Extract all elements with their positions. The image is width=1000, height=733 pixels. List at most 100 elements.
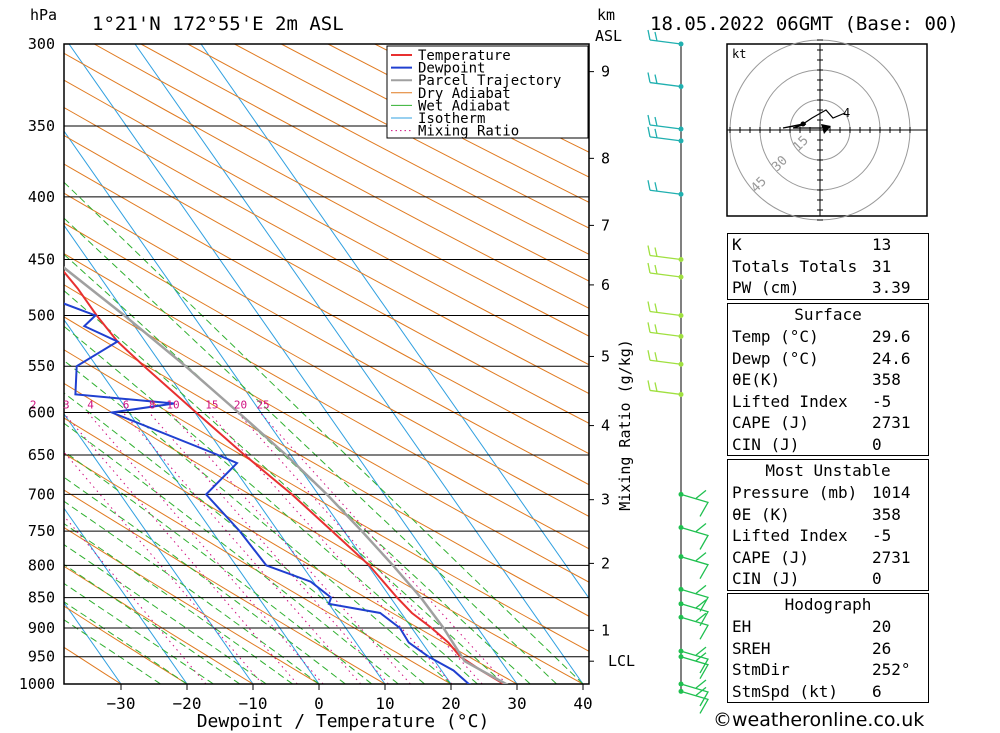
hodo-row: SREH 26 [732,638,892,658]
mixing-ratio-line [64,451,263,684]
pressure-unit: hPa [30,6,57,24]
wind-barb-flag [695,679,707,689]
pressure-tick-label: 550 [28,357,55,375]
legend-entry: Dewpoint [418,61,485,77]
wind-barb [647,380,684,397]
wind-barb [647,126,684,144]
km-tick-label: 3 [601,491,610,509]
hodograph-unit: kt [732,47,746,61]
legend-entry: Isotherm [418,111,485,127]
wind-barb-flag [647,72,651,83]
wet-adiabat-line [64,392,425,684]
km-tick-label: 4 [601,417,610,435]
wind-barb-flag [695,612,707,622]
height-unit: km [597,6,615,24]
x-tick-label: 20 [441,694,460,713]
wind-barb-flag [654,116,658,127]
mixing-ratio-label: 6 [123,398,130,411]
wind-barb [647,322,684,339]
wind-barb-dot [678,525,684,531]
wind-barb-flag [647,180,651,191]
wind-barb [647,301,684,319]
km-tick-label: 8 [601,149,610,167]
dry-adiabat-line [64,106,589,395]
wind-barb-shaft [680,616,709,640]
sounding-curves [64,266,509,684]
wet-adiabat-line [64,217,557,684]
wind-barb-flag [647,29,651,41]
wind-barb-dot [678,126,684,132]
legend-entry: Mixing Ratio [418,124,519,140]
wind-barb [678,686,709,714]
wind-barb-flag [647,114,651,126]
pressure-tick-label: 850 [28,589,55,607]
surface-row: CIN (J) 0 [732,434,882,454]
wind-barb-dot [678,274,684,280]
mu-row: CAPE (J) 2731 [732,547,911,567]
wind-barb-dot [678,257,684,263]
indices-table: K 13 Totals Totals 31 PW (cm) 3.39 [727,233,929,300]
wet-adiabat-line [64,181,584,684]
mixing-ratio-label: 20 [234,398,247,411]
dewpoint-curve [64,302,472,684]
wet-adiabat-line [64,523,293,684]
wind-barb [678,679,709,707]
dry-adiabat-line [64,284,589,583]
pressure-tick-label: 1000 [19,675,55,693]
most-unstable-table: Most Unstable Pressure (mb) 1014 θE (K) 35… [727,459,929,591]
footer-credit[interactable]: ©weatheronline.co.uk [713,709,925,731]
pressure-tick-label: 500 [28,307,55,325]
wind-barb-shaft [649,124,682,130]
pressure-tick-label: 350 [28,117,55,135]
wind-barb-dot [678,41,684,47]
km-tick-label: 6 [601,276,610,294]
hodograph-title: Hodograph [784,595,872,614]
wind-barb-flag [654,182,658,192]
wind-barb-dot [678,554,684,560]
pressure-tick-label: 900 [28,619,55,637]
wind-barb-flag [654,303,658,313]
mu-row: Lifted Index -5 [732,526,892,545]
wind-barb-dot [678,654,684,660]
dry-adiabat-line [140,44,589,282]
plot-border [63,43,590,685]
x-tick-label: 0 [314,694,324,713]
wind-barb-flag [654,74,658,84]
wind-barb-flag [647,262,651,274]
isotherm-line [64,413,254,684]
legend-box [386,45,589,139]
axes: 3003504004505005506006507007508008509009… [19,35,635,713]
wind-barb-shaft [680,556,709,580]
dry-adiabat-line [64,163,589,455]
hodo-row: StmDir 252° [732,660,911,679]
wind-barb [647,245,684,263]
hodograph-table: Hodograph EH 20 SREH 26 StmDir 252° StmSpd … [727,593,929,703]
wind-barb-flag [695,599,707,609]
wind-barb-dot [678,313,684,319]
wind-barb-shaft [680,683,709,707]
hodo-row: EH 20 [732,617,892,636]
index-row-k: K 13 [732,235,892,254]
surface-row: Dewp (°C) 24.6 [732,348,911,368]
wind-barb-flag [647,350,651,361]
mixing-ratio-line [208,412,453,684]
wind-barb-flag [695,646,707,656]
mu-row: Pressure (mb) 1014 [732,483,911,502]
x-tick-label: −20 [173,694,202,713]
wind-barb-dot [678,586,684,592]
wind-barb-shaft [680,493,709,517]
km-tick-label: 5 [601,347,610,365]
mixing-ratio-line [148,412,389,684]
pressure-tick-label: 300 [28,35,55,53]
wind-barb-shaft [680,526,709,550]
dry-adiabat-line [64,605,188,684]
wind-barb [678,489,709,517]
wind-barb-dot [678,333,684,339]
wind-barb [678,523,709,550]
dry-adiabat-line [64,526,320,684]
index-row-tt: Totals Totals 31 [732,256,892,276]
wind-barb [678,652,709,680]
km-tick-label: 2 [601,554,610,572]
x-tick-label: −10 [239,694,268,713]
